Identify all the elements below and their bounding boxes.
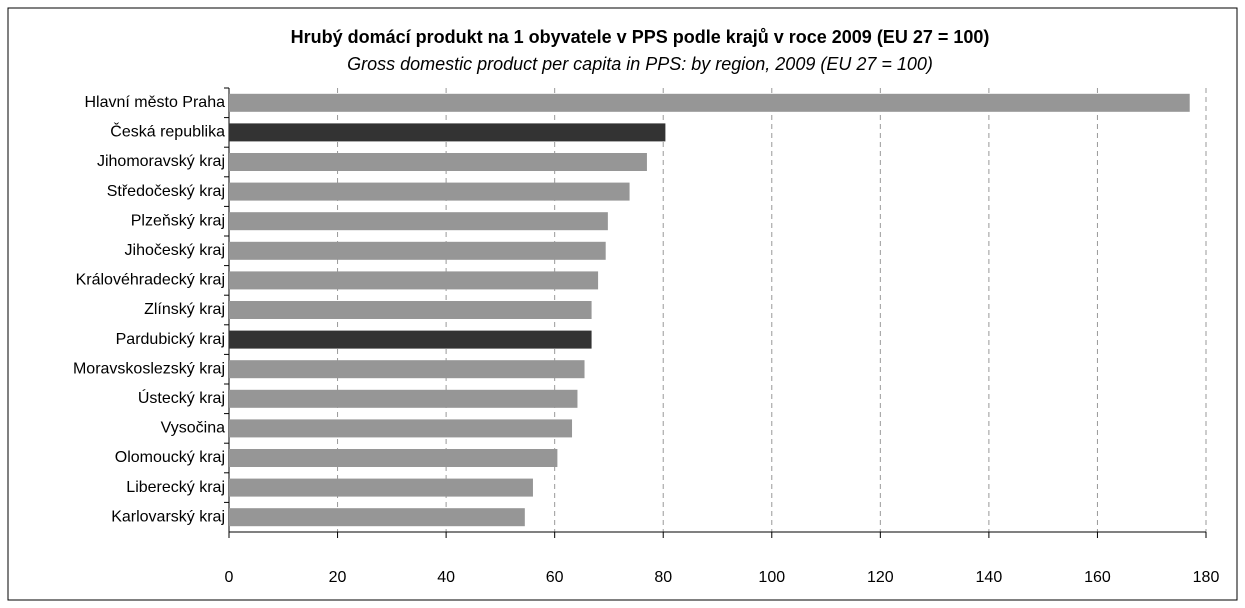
bar	[229, 212, 608, 231]
x-tick-label: 140	[976, 569, 1003, 586]
y-tick-label: Moravskoslezský kraj	[73, 360, 225, 377]
y-tick-label: Královéhradecký kraj	[76, 272, 225, 289]
x-tick-label: 100	[758, 569, 785, 586]
bar	[229, 93, 1190, 112]
bar	[229, 271, 599, 290]
y-tick-label: Karlovarský kraj	[111, 508, 225, 525]
y-tick-label: Hlavní město Praha	[84, 94, 225, 111]
bar	[229, 508, 525, 527]
x-tick-label: 0	[225, 569, 234, 586]
y-tick-label: Olomoucký kraj	[115, 449, 225, 466]
x-tick-label: 60	[546, 569, 564, 586]
x-tick-label: 40	[437, 569, 455, 586]
y-tick-label: Liberecký kraj	[126, 479, 225, 496]
x-tick-label: 20	[329, 569, 347, 586]
y-tick-label: Vysočina	[161, 420, 225, 437]
bar	[229, 241, 606, 260]
chart-title: Hrubý domácí produkt na 1 obyvatele v PP…	[291, 27, 990, 47]
bar	[229, 449, 558, 467]
y-tick-label: Zlínský kraj	[144, 301, 225, 318]
y-tick-label: Středočeský kraj	[107, 183, 225, 200]
x-tick-label: 80	[654, 569, 672, 586]
y-tick-label: Jihomoravský kraj	[97, 153, 225, 170]
bar	[229, 182, 630, 201]
x-tick-label: 160	[1084, 569, 1111, 586]
bar	[229, 123, 666, 142]
bar	[229, 389, 578, 408]
chart-subtitle: Gross domestic product per capita in PPS…	[347, 54, 933, 74]
bar	[229, 360, 585, 379]
y-tick-label: Česká republika	[110, 122, 225, 141]
bar	[229, 478, 533, 497]
bar	[229, 301, 592, 319]
y-tick-label: Pardubický kraj	[116, 331, 225, 348]
y-tick-label: Plzeňský kraj	[131, 212, 225, 229]
bar	[229, 419, 573, 438]
x-tick-label: 180	[1193, 569, 1220, 586]
x-tick-label: 120	[867, 569, 894, 586]
bar	[229, 330, 592, 349]
bar	[229, 153, 647, 171]
y-tick-label: Ústecký kraj	[138, 388, 225, 407]
y-tick-label: Jihočeský kraj	[125, 242, 225, 259]
